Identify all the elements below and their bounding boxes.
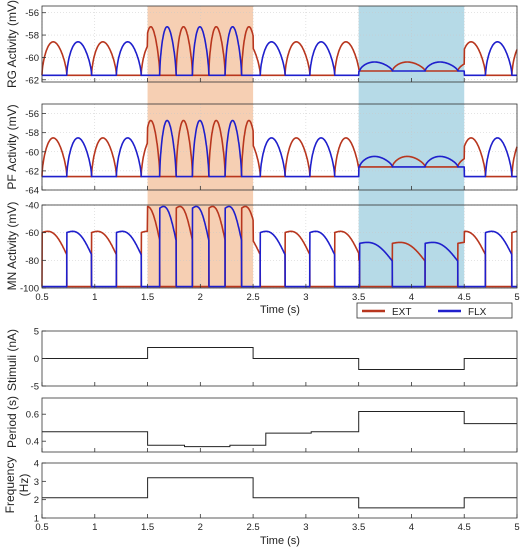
trace-rg-ext [41,26,518,77]
ytick-label-pf: -56 [25,109,39,120]
freq-ylabel-line2: (Hz) [17,474,31,497]
trace-rg-flx [41,26,518,77]
trace-mn-flx [41,205,518,288]
xtick-label-mn: 2.5 [247,292,260,303]
xtick-label-frequency: 3 [303,522,308,533]
panel-frame-rg [41,5,518,83]
xtick-label-mn: 0.5 [35,292,48,303]
freq-ylabel-line1: Frequency [3,457,17,514]
xtick-label-mn: 2 [198,292,203,303]
ytick-label-pf: -62 [25,166,39,177]
xtick-label-frequency: 4.5 [458,522,471,533]
xtick-label-frequency: 3.5 [352,522,365,533]
legend: EXT FLX [356,302,513,319]
time-xlabel-top: Time (s) [260,304,300,316]
trace-pf-flx [41,119,518,178]
ytick-label-stimuli: -5 [31,382,39,393]
xtick-label-frequency: 0.5 [35,522,48,533]
ytick-label-pf: -64 [25,186,39,197]
xtick-label-frequency: 2.5 [247,522,260,533]
ytick-label-mn: -80 [25,256,39,267]
ytick-label-stimuli: 5 [34,327,39,338]
xtick-label-frequency: 2 [198,522,203,533]
xtick-label-mn: 3.5 [352,292,365,303]
xtick-label-mn: 4 [409,292,414,303]
xtick-label-frequency: 4 [409,522,414,533]
ytick-label-rg: -60 [25,53,39,64]
ytick-label-frequency: 4 [34,459,39,470]
xtick-label-mn: 5 [514,292,519,303]
period-ylabel: Period (s) [5,396,19,448]
panel-frame-period [41,397,518,453]
legend-box [356,302,513,319]
ytick-label-frequency: 3 [34,477,39,488]
step-frequency [42,477,517,509]
time-xlabel-bottom: Time (s) [260,535,300,547]
xtick-label-mn: 1.5 [141,292,154,303]
ytick-label-frequency: 2 [34,495,39,506]
panel-frame-pf [41,103,518,191]
xtick-label-frequency: 1 [92,522,97,533]
ytick-label-rg: -56 [25,8,39,19]
rg-ylabel: RG Activity (mV) [5,0,19,88]
ytick-label-frequency: 1 [34,514,39,525]
step-period [42,411,517,448]
xtick-label-mn: 3 [303,292,308,303]
xtick-label-mn: 4.5 [458,292,471,303]
mn-ylabel: MN Activity (mV) [5,202,19,291]
trace-layer [41,26,518,509]
step-stimuli [42,347,517,370]
panel-frame-mn [41,204,518,289]
ytick-label-pf: -60 [25,147,39,158]
ytick-label-mn: -40 [25,201,39,212]
panel-frame-frequency [41,462,518,519]
axes-layer: -56 -58 -60 -62 -56 -58 -60 -62 -64 -40 -60 -80 -100… [20,5,520,533]
xtick-label-frequency: 1.5 [141,522,154,533]
ytick-label-period: 0.4 [26,437,39,448]
pf-ylabel: PF Activity (mV) [5,104,19,189]
ytick-label-pf: -58 [25,128,39,139]
xtick-label-mn: 1 [92,292,97,303]
legend-ext-label: EXT [392,307,411,318]
ytick-label-rg: -62 [25,75,39,86]
trace-mn-ext [41,205,518,288]
legend-flx-label: FLX [468,307,487,318]
stim-ylabel: Stimuli (nA) [5,329,19,391]
ytick-label-mn: -100 [20,284,39,295]
trace-pf-ext [41,119,518,178]
ytick-label-rg: -58 [25,31,39,42]
ytick-label-mn: -60 [25,228,39,239]
ytick-label-stimuli: 0 [34,354,39,365]
xtick-label-frequency: 5 [514,522,519,533]
ytick-label-period: 0.6 [26,410,39,421]
